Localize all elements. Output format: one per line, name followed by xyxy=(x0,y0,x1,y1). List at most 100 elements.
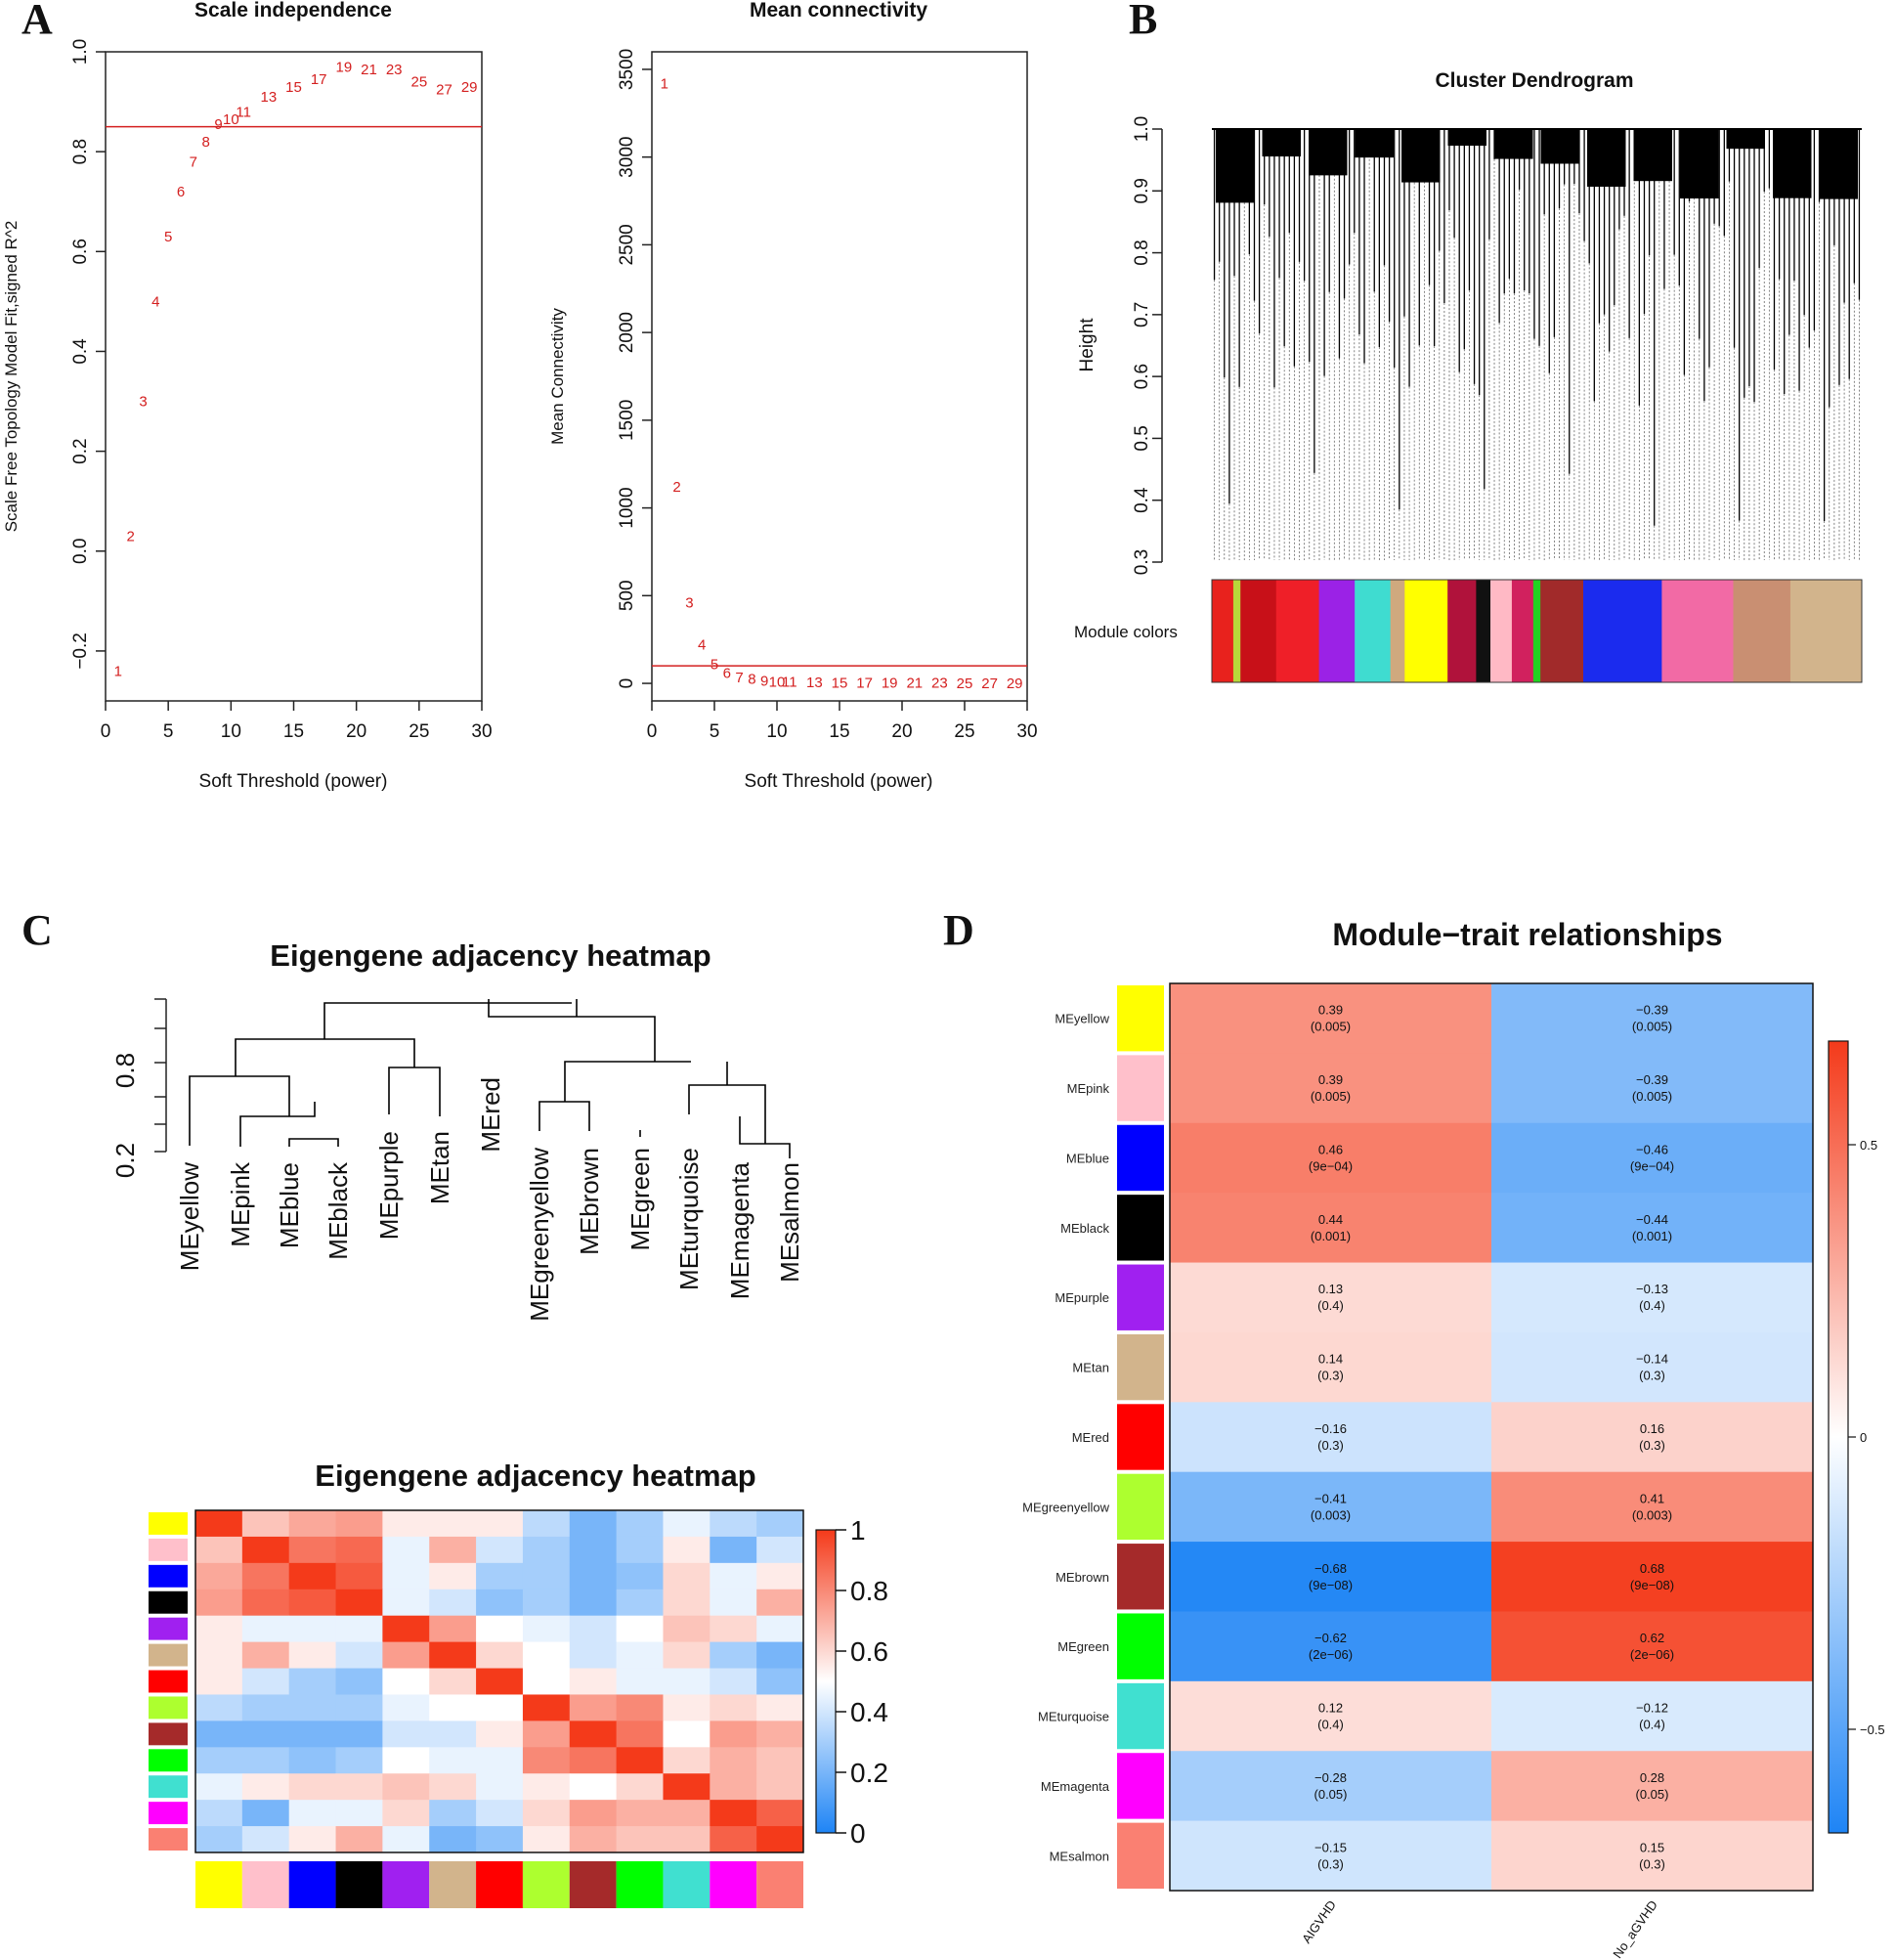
cell-correlation: −0.39 xyxy=(1636,1003,1668,1018)
heatmap-cell xyxy=(476,1536,524,1564)
y-tick-label: 0.4 xyxy=(70,338,91,365)
heatmap-cell xyxy=(710,1589,757,1617)
colorbar-tick-label: −0.5 xyxy=(1860,1722,1885,1737)
y-tick-label: 0 xyxy=(617,678,637,689)
heatmap-cell xyxy=(663,1562,711,1590)
heatmap-cell xyxy=(663,1694,711,1721)
heatmap-cell xyxy=(335,1615,383,1643)
x-tick-label: 25 xyxy=(409,721,429,742)
leaf-label: MEmagenta xyxy=(725,1161,754,1299)
heatmap-cell xyxy=(429,1826,477,1853)
data-point-label: 15 xyxy=(285,79,302,96)
y-tick-label: 500 xyxy=(617,580,637,611)
heatmap-cell xyxy=(335,1694,383,1721)
cell-correlation: −0.13 xyxy=(1636,1282,1668,1296)
heatmap-cell xyxy=(382,1510,430,1538)
cell-pvalue: (0.05) xyxy=(1636,1787,1669,1802)
row-color-swatch xyxy=(149,1564,188,1588)
panel-label-c: C xyxy=(22,906,53,954)
heatmap-cell xyxy=(663,1826,711,1853)
data-point-label: 7 xyxy=(735,670,743,686)
colorbar-tick-label: 0.8 xyxy=(850,1576,888,1606)
cell-correlation: 0.13 xyxy=(1318,1282,1343,1296)
row-color-swatch xyxy=(1117,1822,1164,1889)
mean-connectivity-chart: Mean connectivity Soft Threshold (power)… xyxy=(548,0,1038,792)
data-point-label: 8 xyxy=(201,134,209,151)
heatmap-cell xyxy=(663,1641,711,1670)
dendrogram-cluster-block xyxy=(1447,129,1486,147)
row-color-swatch xyxy=(149,1617,188,1640)
heatmap-cell xyxy=(195,1562,243,1590)
leaf-label: MEyellow xyxy=(175,1162,204,1271)
data-point-label: 5 xyxy=(164,229,172,245)
y-tick-label: 1500 xyxy=(617,400,637,441)
heatmap-cell xyxy=(476,1720,524,1748)
data-point-label: 10 xyxy=(223,111,239,128)
heatmap-cell xyxy=(476,1773,524,1801)
leaf-label: MEbrown xyxy=(575,1148,604,1255)
heatmap-cell xyxy=(569,1589,618,1617)
heatmap-cell xyxy=(756,1720,804,1748)
data-point-label: 17 xyxy=(856,675,873,692)
heatmap-cell xyxy=(1491,1331,1814,1403)
heatmap-cell xyxy=(756,1562,804,1590)
cell-correlation: −0.28 xyxy=(1314,1770,1347,1785)
heatmap-cell xyxy=(569,1747,618,1774)
module-color-band xyxy=(1404,580,1448,682)
x-tick-label: 15 xyxy=(829,721,849,742)
row-color-swatch xyxy=(1117,1682,1164,1750)
cell-correlation: −0.16 xyxy=(1314,1421,1347,1436)
row-color-swatch xyxy=(1117,1333,1164,1401)
cell-correlation: 0.68 xyxy=(1640,1561,1664,1576)
cell-pvalue: (9e−08) xyxy=(1630,1578,1674,1592)
heatmap-cell xyxy=(756,1589,804,1617)
data-point-label: 17 xyxy=(311,71,327,88)
heatmap-cell xyxy=(429,1668,477,1695)
module-color-band xyxy=(1661,580,1734,682)
heatmap-cell xyxy=(756,1694,804,1721)
data-point-label: 1 xyxy=(661,75,668,92)
chart-title: Module−trait relationships xyxy=(1332,917,1722,952)
heatmap-cell xyxy=(569,1668,618,1695)
cell-pvalue: (0.4) xyxy=(1317,1298,1344,1313)
data-point-label: 27 xyxy=(981,675,998,692)
heatmap-cell xyxy=(288,1615,337,1643)
cell-pvalue: (0.3) xyxy=(1639,1369,1665,1383)
heatmap-cell xyxy=(429,1589,477,1617)
column-color-swatch xyxy=(288,1861,336,1908)
colorbar xyxy=(815,1529,837,1834)
heatmap-cell xyxy=(335,1668,383,1695)
dendrogram-branch xyxy=(189,1075,290,1146)
leaf-label: MEpurple xyxy=(374,1131,404,1240)
cell-pvalue: (0.003) xyxy=(1632,1507,1672,1522)
dendrogram-branch xyxy=(488,999,656,1062)
leaf-label: MEtan xyxy=(425,1131,454,1204)
y-axis-label: Height xyxy=(1077,318,1098,372)
dendrogram-cluster-block xyxy=(1355,129,1394,158)
column-label: AIGVHD xyxy=(1299,1897,1339,1945)
dendrogram-cluster-block xyxy=(1633,129,1672,182)
module-color-band xyxy=(1355,580,1392,682)
colorbar-tick-label: 0.5 xyxy=(1860,1138,1877,1153)
module-color-band xyxy=(1540,580,1584,682)
heatmap-cell xyxy=(756,1800,804,1827)
y-tick-label: 0.2 xyxy=(110,1143,140,1178)
row-color-swatch xyxy=(149,1802,188,1825)
heatmap-cell xyxy=(335,1747,383,1774)
column-color-swatch xyxy=(663,1861,711,1908)
heatmap-cell xyxy=(710,1694,757,1721)
leaf-label: MEgreenyellow xyxy=(525,1148,554,1322)
leaf-label: MEblack xyxy=(323,1161,353,1260)
row-label: MEblue xyxy=(1066,1151,1109,1165)
data-point-label: 25 xyxy=(957,675,973,692)
row-color-swatch xyxy=(1117,1055,1164,1121)
row-label: MEgreen xyxy=(1057,1639,1109,1654)
heatmap-cell xyxy=(195,1773,243,1801)
heatmap-cell xyxy=(663,1536,711,1564)
data-point-label: 11 xyxy=(782,675,797,691)
heatmap-cell xyxy=(241,1720,290,1748)
heatmap-cell xyxy=(710,1773,757,1801)
heatmap-cell xyxy=(476,1562,524,1590)
heatmap-cell xyxy=(195,1536,243,1564)
